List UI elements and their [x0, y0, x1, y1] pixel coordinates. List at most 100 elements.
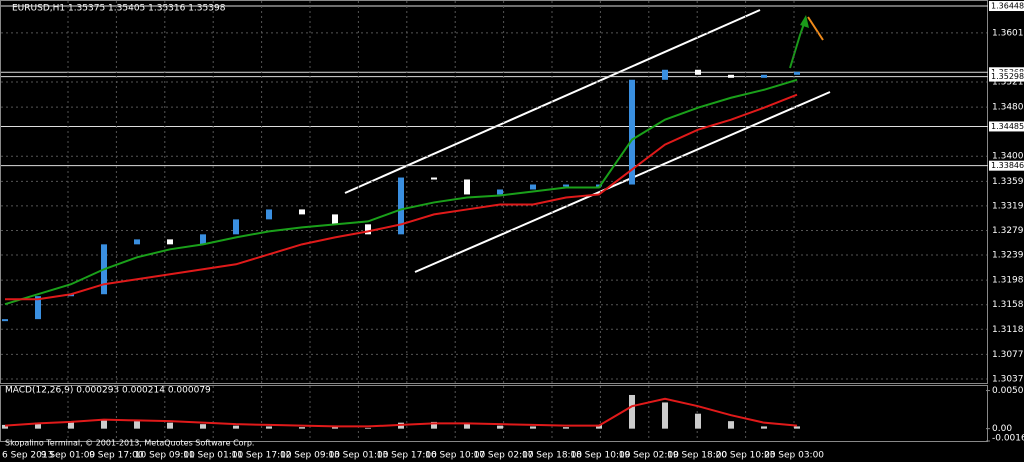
macd-bar — [530, 426, 536, 429]
price-label: 1.31980 — [992, 276, 1024, 286]
macd-bar — [695, 413, 701, 429]
candle — [431, 177, 437, 180]
time-label: 16 Sep 10:00 — [425, 451, 485, 461]
candle — [233, 219, 239, 235]
macd-bar — [728, 421, 734, 429]
level-box — [989, 1, 1024, 12]
candle — [299, 209, 305, 215]
time-label: 12 Sep 09:00 — [280, 451, 340, 461]
candle — [629, 79, 635, 185]
candle — [662, 69, 668, 80]
macd-bar — [794, 426, 800, 429]
candle — [200, 234, 206, 245]
price-label: 1.34000 — [992, 152, 1024, 162]
macd-frame — [0, 385, 988, 442]
macd-bar — [497, 425, 503, 429]
candle — [596, 184, 602, 187]
candle — [266, 209, 272, 220]
macd-bar — [35, 422, 41, 429]
price-label: 1.32790 — [992, 226, 1024, 236]
time-label: 17 Sep 02:00 — [474, 451, 534, 461]
time-label: 11 Sep 17:00 — [232, 451, 292, 461]
price-frame — [0, 0, 988, 384]
macd-bar — [365, 427, 371, 429]
macd-bar — [629, 394, 635, 429]
macd-label: MACD(12,26,9) 0.000293 0.000214 0.000079 — [5, 386, 211, 396]
macd-bar — [2, 424, 8, 429]
price-label: 1.33190 — [992, 201, 1024, 211]
macd-bar — [662, 402, 668, 429]
time-label: 19 Sep 18:00 — [667, 451, 727, 461]
price-label: 1.31180 — [992, 325, 1024, 335]
level-label: 1.33846 — [991, 161, 1024, 170]
candle — [695, 69, 701, 75]
level-box — [989, 121, 1024, 132]
arrow-head — [800, 15, 809, 28]
price-label: 1.34800 — [992, 103, 1024, 113]
price-label: 1.35210 — [992, 77, 1024, 87]
level-label: 1.35298 — [991, 72, 1024, 81]
candle — [728, 74, 734, 78]
price-label: 1.30770 — [992, 350, 1024, 360]
macd-bar — [596, 424, 602, 429]
macd-bar — [68, 421, 74, 429]
time-label: 19 Sep 02:00 — [619, 451, 679, 461]
macd-bar — [233, 425, 239, 429]
time-label: 17 Sep 18:00 — [522, 451, 582, 461]
macd-bar — [464, 423, 470, 429]
candle — [530, 184, 536, 190]
candle — [464, 179, 470, 195]
candle — [497, 189, 503, 195]
macd-bar — [167, 422, 173, 429]
macd-label: -0.00165 — [992, 434, 1024, 444]
candle — [167, 239, 173, 245]
time-label: 23 Sep 03:00 — [764, 451, 824, 461]
time-label: 10 Sep 09:00 — [135, 451, 195, 461]
time-label: 18 Sep 10:00 — [570, 451, 630, 461]
price-label: 1.30370 — [992, 374, 1024, 384]
macd-bar — [200, 424, 206, 429]
time-label: 20 Sep 10:00 — [716, 451, 776, 461]
level-box — [989, 71, 1024, 82]
header: EURUSD,H1 1.35375 1.35405 1.35316 1.3539… — [12, 4, 226, 14]
candle — [2, 319, 8, 322]
macd-bar — [134, 421, 140, 429]
macd-signal — [4, 397, 798, 428]
macd-bar — [431, 421, 437, 429]
time-label: 9 Sep 01:00 — [41, 451, 96, 461]
copyright: Skopalino Terminal, © 2001-2013, MetaQuo… — [5, 439, 254, 448]
price-label: 1.32390 — [992, 251, 1024, 261]
channel-lower — [414, 91, 831, 273]
level-label: 1.34485 — [991, 122, 1024, 131]
candle — [365, 224, 371, 235]
macd-bar — [761, 426, 767, 429]
price-label: 1.33590 — [992, 177, 1024, 187]
ma-green — [4, 78, 798, 306]
macd-bar — [299, 427, 305, 429]
candle — [134, 239, 140, 245]
macd-bar — [563, 427, 569, 429]
macd-label: 0.00 — [992, 424, 1012, 434]
macd-bar — [332, 426, 338, 429]
price-label: 1.36010 — [992, 28, 1024, 38]
candle — [332, 214, 338, 225]
time-label: 9 Sep 17:00 — [89, 451, 144, 461]
time-label: 13 Sep 17:00 — [377, 451, 437, 461]
level-box — [989, 160, 1024, 171]
macd-label: 0.00509 — [992, 386, 1024, 396]
level-label: 1.36448 — [991, 2, 1024, 11]
arrow-down — [807, 16, 824, 41]
candle — [563, 184, 569, 187]
candle — [398, 177, 404, 235]
candle — [35, 296, 41, 320]
macd-bar — [266, 426, 272, 429]
price-label: 1.31580 — [992, 300, 1024, 310]
candle — [794, 71, 800, 75]
macd-bar — [101, 419, 107, 429]
time-label: 13 Sep 01:00 — [328, 451, 388, 461]
time-label: 6 Sep 2013 — [2, 451, 53, 461]
candle — [761, 74, 767, 78]
time-label: 11 Sep 01:00 — [183, 451, 243, 461]
